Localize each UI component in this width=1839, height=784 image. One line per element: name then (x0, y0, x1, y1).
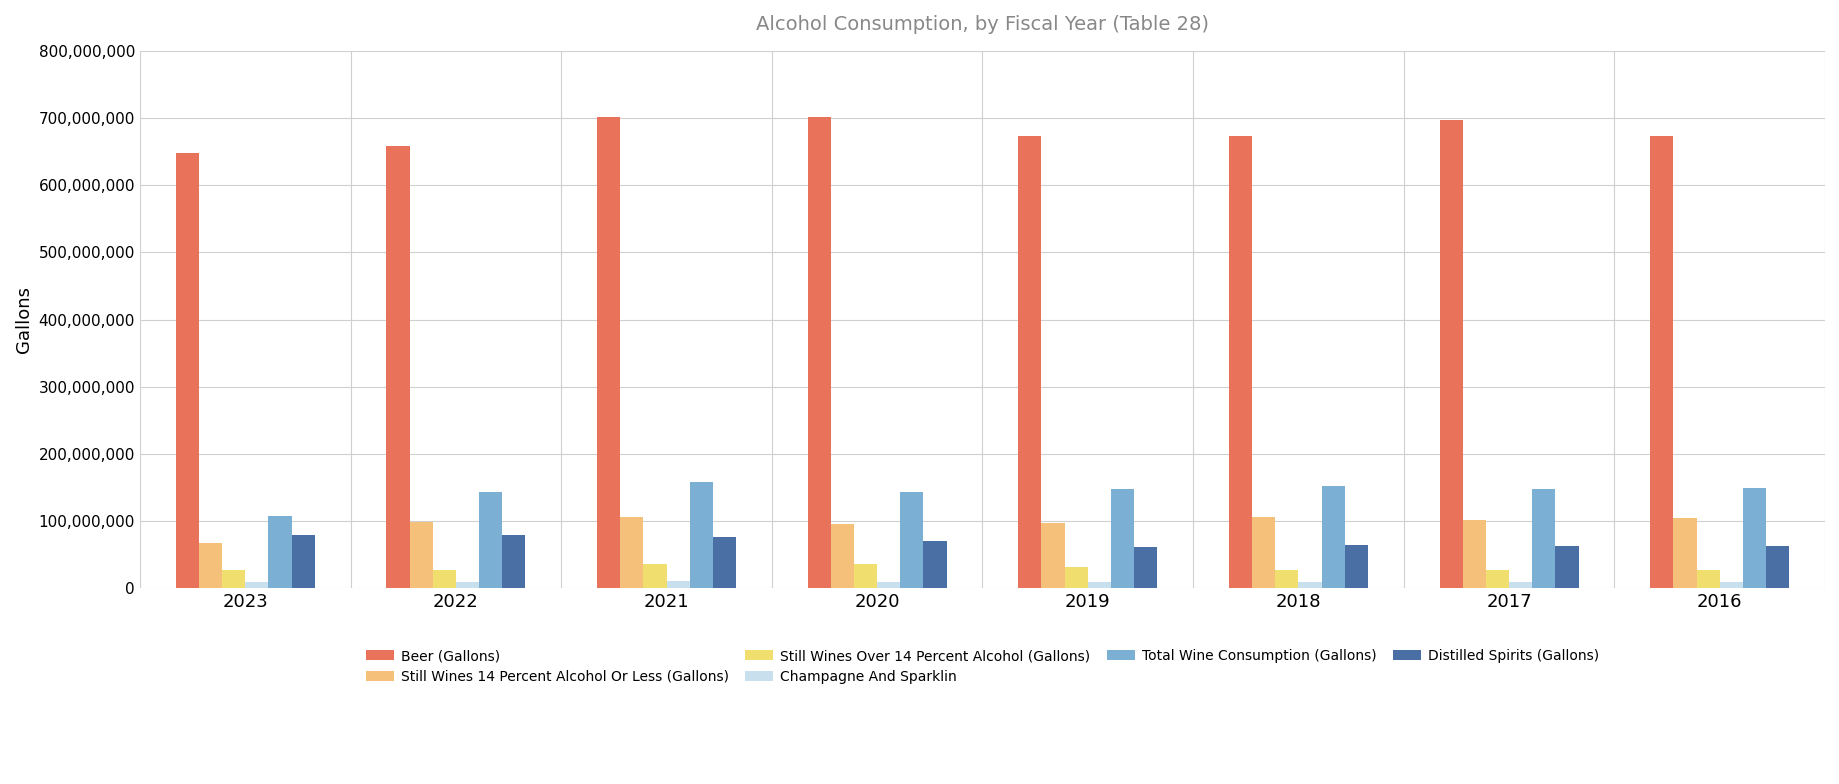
Bar (1554, 546, 1578, 588)
Bar (1462, 521, 1486, 588)
Bar (456, 582, 478, 588)
Bar (1765, 546, 1788, 588)
Bar (899, 492, 923, 588)
Bar (644, 564, 666, 588)
Bar (712, 537, 736, 588)
Bar (1041, 523, 1065, 588)
Bar (1742, 488, 1765, 588)
Bar (923, 541, 945, 588)
Bar (1133, 546, 1157, 588)
Bar (1344, 545, 1366, 588)
Bar (386, 147, 410, 588)
Bar (1696, 570, 1719, 588)
Bar (690, 482, 712, 588)
Bar (1508, 583, 1532, 588)
Bar (1719, 583, 1742, 588)
Bar (877, 583, 899, 588)
Bar (478, 492, 502, 588)
Bar (666, 581, 690, 588)
Bar (807, 117, 831, 588)
Bar (620, 517, 644, 588)
Bar (410, 522, 432, 588)
Bar (1251, 517, 1274, 588)
Bar (177, 153, 199, 588)
Bar (199, 543, 223, 588)
Bar (223, 570, 245, 588)
Bar (1532, 489, 1554, 588)
Bar (1111, 489, 1133, 588)
Y-axis label: Gallons: Gallons (15, 286, 33, 353)
Bar (291, 535, 314, 588)
Bar (1298, 582, 1320, 588)
Bar (502, 535, 526, 588)
Bar (1017, 136, 1041, 588)
Bar (268, 517, 291, 588)
Bar (1228, 136, 1251, 588)
Bar (1650, 136, 1672, 588)
Bar (1438, 120, 1462, 588)
Bar (831, 524, 853, 588)
Bar (432, 569, 456, 588)
Bar (245, 583, 268, 588)
Bar (1486, 570, 1508, 588)
Bar (1274, 570, 1298, 588)
Bar (1320, 485, 1344, 588)
Bar (1672, 518, 1696, 588)
Bar (1065, 567, 1087, 588)
Bar (853, 564, 877, 588)
Bar (596, 117, 620, 588)
Bar (1087, 583, 1111, 588)
Legend: Beer (Gallons), Still Wines 14 Percent Alcohol Or Less (Gallons), Still Wines Ov: Beer (Gallons), Still Wines 14 Percent A… (366, 649, 1598, 684)
Title: Alcohol Consumption, by Fiscal Year (Table 28): Alcohol Consumption, by Fiscal Year (Tab… (756, 15, 1208, 34)
